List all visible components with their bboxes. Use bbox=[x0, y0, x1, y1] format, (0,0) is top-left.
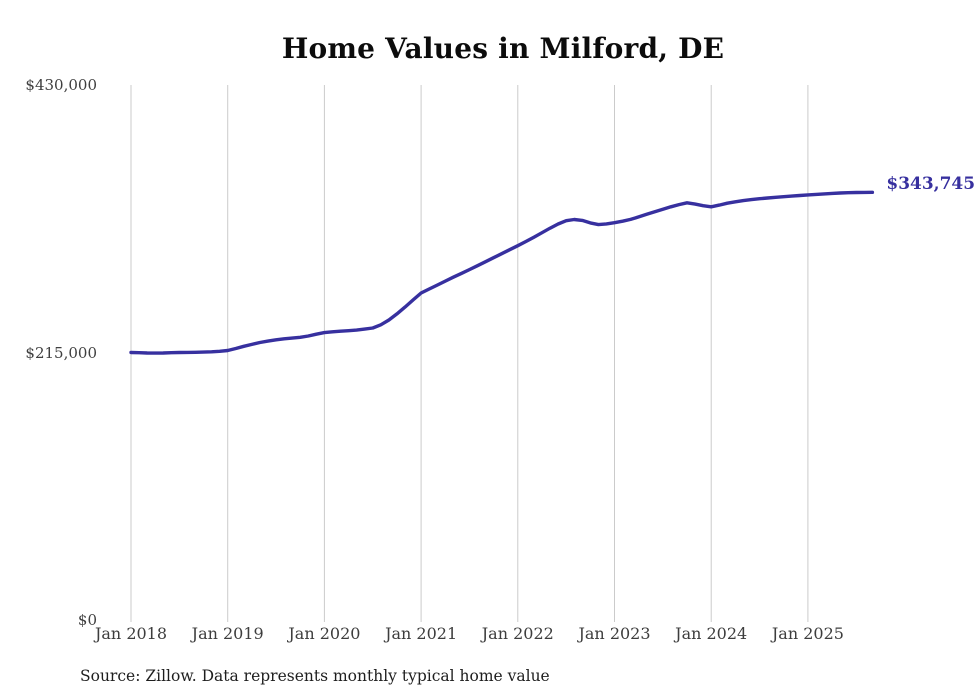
y-tick-label: $430,000 bbox=[25, 76, 97, 94]
chart-title: Home Values in Milford, DE bbox=[281, 32, 725, 65]
y-tick-label: $215,000 bbox=[25, 343, 97, 362]
x-tick-label: Jan 2021 bbox=[385, 624, 458, 643]
y-tick-label: $0 bbox=[77, 611, 97, 629]
x-tick-label: Jan 2024 bbox=[675, 624, 748, 643]
x-tick-label: Jan 2025 bbox=[771, 624, 844, 643]
x-tick-label: Jan 2023 bbox=[578, 624, 651, 643]
x-tick-label: Jan 2020 bbox=[288, 624, 361, 643]
x-tick-label: Jan 2019 bbox=[191, 624, 264, 643]
x-tick-label: Jan 2022 bbox=[481, 624, 554, 643]
latest-value-label: $343,745 bbox=[886, 174, 976, 195]
x-tick-label: Jan 2018 bbox=[94, 624, 168, 643]
home-value-line bbox=[129, 190, 875, 355]
source-note: Source: Zillow. Data represents monthly … bbox=[80, 667, 550, 685]
gridlines bbox=[130, 85, 809, 622]
